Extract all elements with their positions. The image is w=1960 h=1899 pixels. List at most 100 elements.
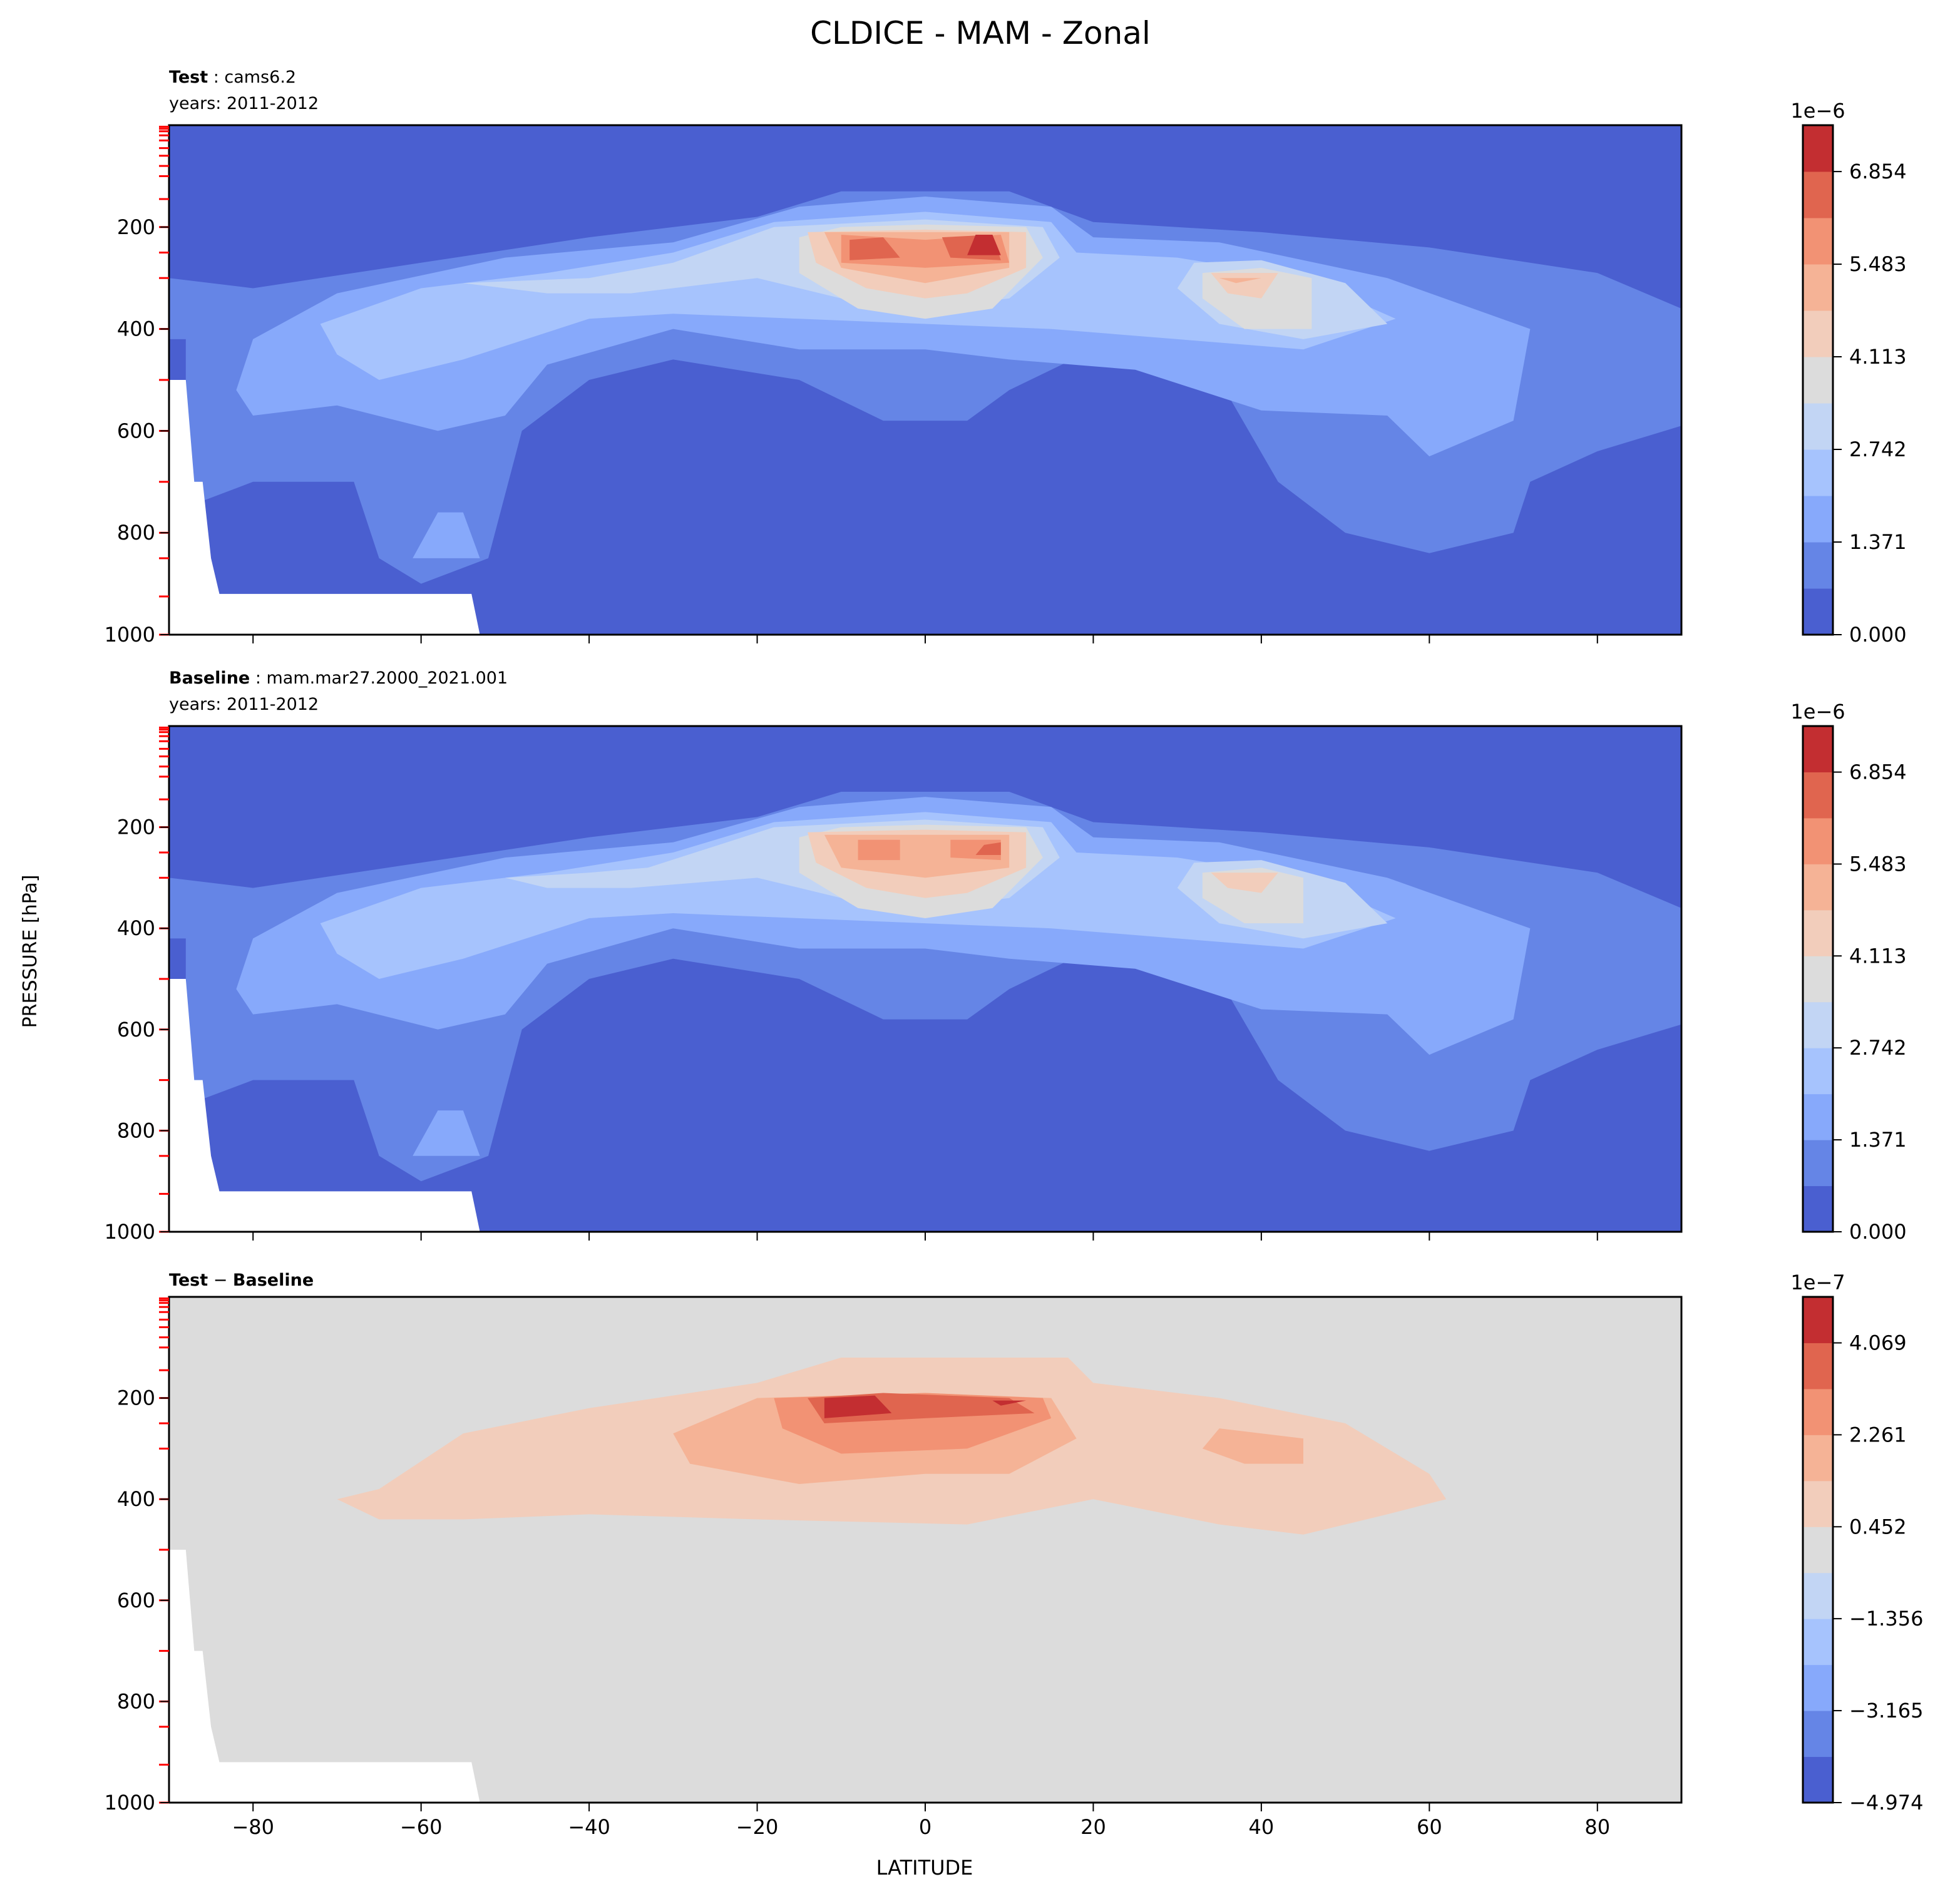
colorbar-band bbox=[1803, 1572, 1833, 1619]
y-tick-label: 200 bbox=[117, 1386, 155, 1410]
colorbar: −4.974 −3.165 −1.356 0.452 2.261 4.069 1e−7 bbox=[1790, 1271, 1923, 1815]
colorbar-band bbox=[1803, 403, 1833, 450]
colorbar-band bbox=[1803, 956, 1833, 1003]
colorbar-band bbox=[1803, 310, 1833, 357]
y-tick-label: 400 bbox=[117, 317, 155, 341]
colorbar: 0.000 1.371 2.742 4.113 5.483 6.854 1e−6 bbox=[1790, 99, 1906, 647]
x-tick-label: 60 bbox=[1417, 1815, 1442, 1839]
contour-level-7 bbox=[1202, 1428, 1303, 1464]
colorbar-band bbox=[1803, 1527, 1833, 1574]
colorbar-tick-label: 2.742 bbox=[1849, 1036, 1907, 1060]
colorbar-band bbox=[1803, 357, 1833, 404]
x-tick-label: 20 bbox=[1080, 1815, 1106, 1839]
x-tick-label: 0 bbox=[919, 1815, 931, 1839]
colorbar-band bbox=[1803, 1388, 1833, 1435]
colorbar-band bbox=[1803, 218, 1833, 265]
missing-data-region bbox=[169, 979, 480, 1232]
colorbar-band bbox=[1803, 542, 1833, 589]
colorbar-band bbox=[1803, 1297, 1833, 1343]
colorbar-band bbox=[1803, 772, 1833, 819]
y-tick-label: 1000 bbox=[105, 623, 155, 647]
colorbar-tick-label: 1.371 bbox=[1849, 1128, 1907, 1152]
y-tick-label: 600 bbox=[117, 419, 155, 443]
contour-level-6 bbox=[1211, 873, 1278, 893]
colorbar-band bbox=[1803, 864, 1833, 911]
colorbar-offset: 1e−6 bbox=[1790, 99, 1845, 123]
panel-subtitle: Baseline : mam.mar27.2000_2021.001 bbox=[169, 668, 508, 688]
y-tick-label: 400 bbox=[117, 1487, 155, 1511]
colorbar-band bbox=[1803, 1619, 1833, 1666]
colorbar-band bbox=[1803, 125, 1833, 172]
colorbar-tick-label: 5.483 bbox=[1849, 852, 1907, 876]
colorbar-frame bbox=[1802, 725, 1834, 1233]
colorbar-band bbox=[1803, 1664, 1833, 1711]
missing-data-region bbox=[169, 380, 480, 635]
figure-title: CLDICE - MAM - Zonal bbox=[810, 15, 1151, 51]
y-tick-label: 200 bbox=[117, 816, 155, 839]
colorbar-band bbox=[1803, 1480, 1833, 1527]
colorbar-frame bbox=[1802, 1296, 1834, 1804]
colorbar-tick-label: 4.113 bbox=[1849, 944, 1907, 968]
y-tick-label: 800 bbox=[117, 1689, 155, 1713]
x-tick-label: −20 bbox=[736, 1815, 779, 1839]
colorbar-frame bbox=[1802, 124, 1834, 636]
colorbar-band bbox=[1803, 1001, 1833, 1048]
colorbar-band bbox=[1803, 171, 1833, 218]
x-tick-label: 80 bbox=[1584, 1815, 1610, 1839]
colorbar-band bbox=[1803, 449, 1833, 496]
colorbar-tick-label: 6.854 bbox=[1849, 160, 1907, 183]
contour-level-2 bbox=[236, 197, 1531, 457]
contour-level-9 bbox=[849, 237, 900, 260]
colorbar-tick-label: 2.261 bbox=[1849, 1423, 1907, 1446]
x-axis-label: LATITUDE bbox=[876, 1856, 973, 1880]
colorbar-tick-label: −1.356 bbox=[1849, 1607, 1923, 1630]
contour-level-10 bbox=[992, 1400, 1027, 1406]
panel-1: Test : cams6.2 years: 2011-2012 200 400 600 8… bbox=[105, 68, 1907, 647]
colorbar-tick-label: 4.113 bbox=[1849, 345, 1907, 369]
colorbar-tick-label: 0.452 bbox=[1849, 1515, 1907, 1538]
contour-level-2 bbox=[236, 797, 1531, 1055]
colorbar-offset: 1e−7 bbox=[1790, 1271, 1845, 1294]
colorbar-band bbox=[1803, 1140, 1833, 1187]
colorbar-band bbox=[1803, 264, 1833, 311]
contour-level-8 bbox=[858, 839, 900, 861]
y-tick-label: 600 bbox=[117, 1589, 155, 1612]
colorbar-band bbox=[1803, 1756, 1833, 1803]
missing-data-region bbox=[169, 1550, 480, 1803]
y-tick-label: 800 bbox=[117, 521, 155, 545]
contour-level-2 bbox=[413, 512, 480, 558]
contour-level-9 bbox=[975, 842, 1001, 855]
y-tick-label: 400 bbox=[117, 916, 155, 940]
colorbar-band bbox=[1803, 817, 1833, 864]
colorbar-tick-label: 0.000 bbox=[1849, 623, 1907, 647]
colorbar-band bbox=[1803, 1711, 1833, 1758]
contour-level-10 bbox=[967, 235, 1001, 255]
panel-subtitle: Test : cams6.2 bbox=[169, 68, 296, 87]
contour-level-2 bbox=[413, 1110, 480, 1156]
x-tick-label: −40 bbox=[568, 1815, 610, 1839]
colorbar-band bbox=[1803, 726, 1833, 772]
colorbar-band bbox=[1803, 1343, 1833, 1390]
x-tick-label: 40 bbox=[1249, 1815, 1275, 1839]
colorbar-band bbox=[1803, 1048, 1833, 1095]
contour-level-10 bbox=[824, 1395, 892, 1418]
y-tick-label: 200 bbox=[117, 215, 155, 239]
colorbar-tick-label: 5.483 bbox=[1849, 252, 1907, 276]
colorbar-tick-label: −4.974 bbox=[1849, 1791, 1923, 1815]
y-tick-label: 600 bbox=[117, 1018, 155, 1042]
colorbar-band bbox=[1803, 588, 1833, 635]
panel-years: years: 2011-2012 bbox=[169, 94, 319, 113]
colorbar-band bbox=[1803, 1185, 1833, 1232]
x-tick-label: −60 bbox=[400, 1815, 443, 1839]
colorbar-band bbox=[1803, 496, 1833, 543]
colorbar-band bbox=[1803, 909, 1833, 956]
colorbar-tick-label: −3.165 bbox=[1849, 1699, 1923, 1722]
y-axis-label: PRESSURE [hPa] bbox=[19, 875, 41, 1028]
colorbar-offset: 1e−6 bbox=[1790, 700, 1845, 724]
panel-subtitle: Test − Baseline bbox=[169, 1271, 314, 1290]
panel-2: Baseline : mam.mar27.2000_2021.001 years:… bbox=[105, 668, 1907, 1244]
colorbar-tick-label: 0.000 bbox=[1849, 1220, 1907, 1244]
x-tick-label: −80 bbox=[232, 1815, 274, 1839]
colorbar-tick-label: 2.742 bbox=[1849, 438, 1907, 461]
